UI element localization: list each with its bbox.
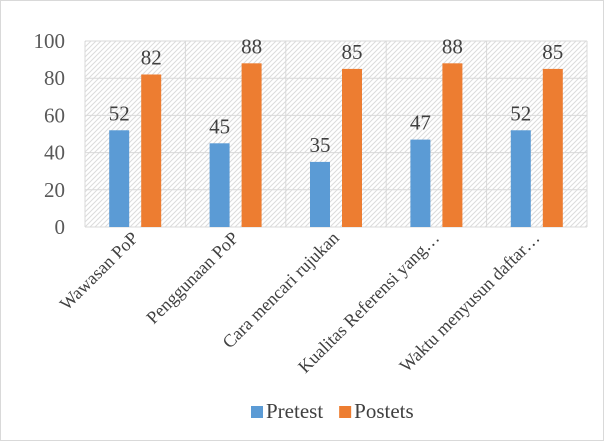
data-label: 52 (109, 101, 130, 125)
data-label: 52 (510, 101, 531, 125)
bar-postets (442, 63, 463, 227)
data-label: 85 (342, 40, 363, 64)
bar-postets (241, 63, 262, 227)
data-label: 88 (442, 34, 463, 58)
data-label: 88 (241, 34, 262, 58)
legend-swatch-postets (339, 406, 352, 418)
data-label: 85 (542, 40, 563, 64)
plot-area (85, 41, 587, 227)
legend-label-pretest: Pretest (266, 399, 323, 423)
bar-pretest (310, 161, 330, 227)
y-tick-label: 0 (55, 215, 66, 239)
bar-postets (542, 68, 563, 228)
y-axis-ticks: 0 20 40 60 80 100 (34, 29, 66, 239)
bar-pretest (109, 130, 130, 227)
data-label: 82 (141, 45, 162, 69)
legend: Pretest Postets (251, 399, 414, 423)
bar-postets (342, 68, 362, 228)
data-label: 35 (310, 133, 331, 157)
bar-postets (141, 74, 162, 227)
y-tick-label: 60 (44, 103, 65, 127)
bars (109, 63, 563, 228)
y-tick-label: 80 (44, 66, 65, 90)
legend-swatch-pretest (251, 406, 263, 418)
x-tick-label: Penggunaan PoP (142, 228, 242, 328)
y-tick-label: 100 (34, 29, 66, 53)
bar-pretest (209, 143, 230, 227)
gridlines (84, 40, 588, 228)
y-tick-label: 40 (44, 141, 65, 165)
legend-label-postets: Postets (354, 399, 414, 423)
data-labels: 52 82 45 88 35 85 47 88 52 85 (109, 34, 564, 157)
bar-pretest (410, 139, 431, 227)
data-label: 45 (209, 114, 230, 138)
x-tick-label: Wawasan PoP (56, 228, 142, 314)
bar-pretest (510, 130, 531, 227)
data-label: 47 (410, 111, 431, 135)
y-tick-label: 20 (44, 178, 65, 202)
